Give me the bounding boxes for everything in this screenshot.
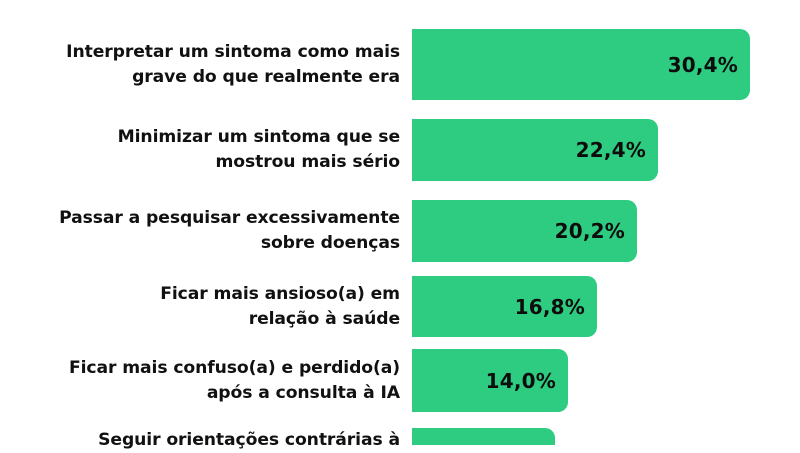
bar-category-label: Ficar mais ansioso(a) em relação à saúde (160, 283, 400, 329)
bar-row: Minimizar um sintoma que se mostrou mais… (0, 119, 800, 181)
bar-row: Ficar mais confuso(a) e perdido(a) após … (0, 349, 800, 412)
bar (412, 428, 555, 445)
bar-category-label: Passar a pesquisar excessivamente sobre … (59, 208, 400, 253)
bar-track: 20,2% (412, 200, 637, 262)
bar-value-label: 16,8% (514, 294, 585, 319)
bar: 16,8% (412, 276, 597, 337)
bar-row: Interpretar um sintoma como mais grave d… (0, 29, 800, 100)
bar-track (412, 428, 555, 445)
bar-value-label: 14,0% (485, 368, 556, 393)
bar: 20,2% (412, 200, 637, 262)
bar-category-label: Ficar mais confuso(a) e perdido(a) após … (68, 357, 400, 403)
bar-category-label: Seguir orientações contrárias à (98, 430, 400, 450)
bar-track: 30,4% (412, 29, 750, 100)
bar-track: 14,0% (412, 349, 568, 412)
bar: 30,4% (412, 29, 750, 100)
bar-track: 22,4% (412, 119, 658, 181)
bar-value-label: 22,4% (575, 138, 646, 162)
bar: 14,0% (412, 349, 568, 412)
bar-track: 16,8% (412, 276, 597, 337)
bar-row: Ficar mais ansioso(a) em relação à saúde… (0, 276, 800, 337)
bar-row: Passar a pesquisar excessivamente sobre … (0, 200, 800, 262)
bar-category-label: Minimizar um sintoma que se mostrou mais… (117, 127, 400, 172)
bar-row: Seguir orientações contrárias à (0, 428, 800, 450)
bar: 22,4% (412, 119, 658, 181)
bar-value-label: 20,2% (554, 219, 625, 243)
bar-category-label: Interpretar um sintoma como mais grave d… (66, 41, 400, 87)
bar-value-label: 30,4% (667, 52, 738, 77)
